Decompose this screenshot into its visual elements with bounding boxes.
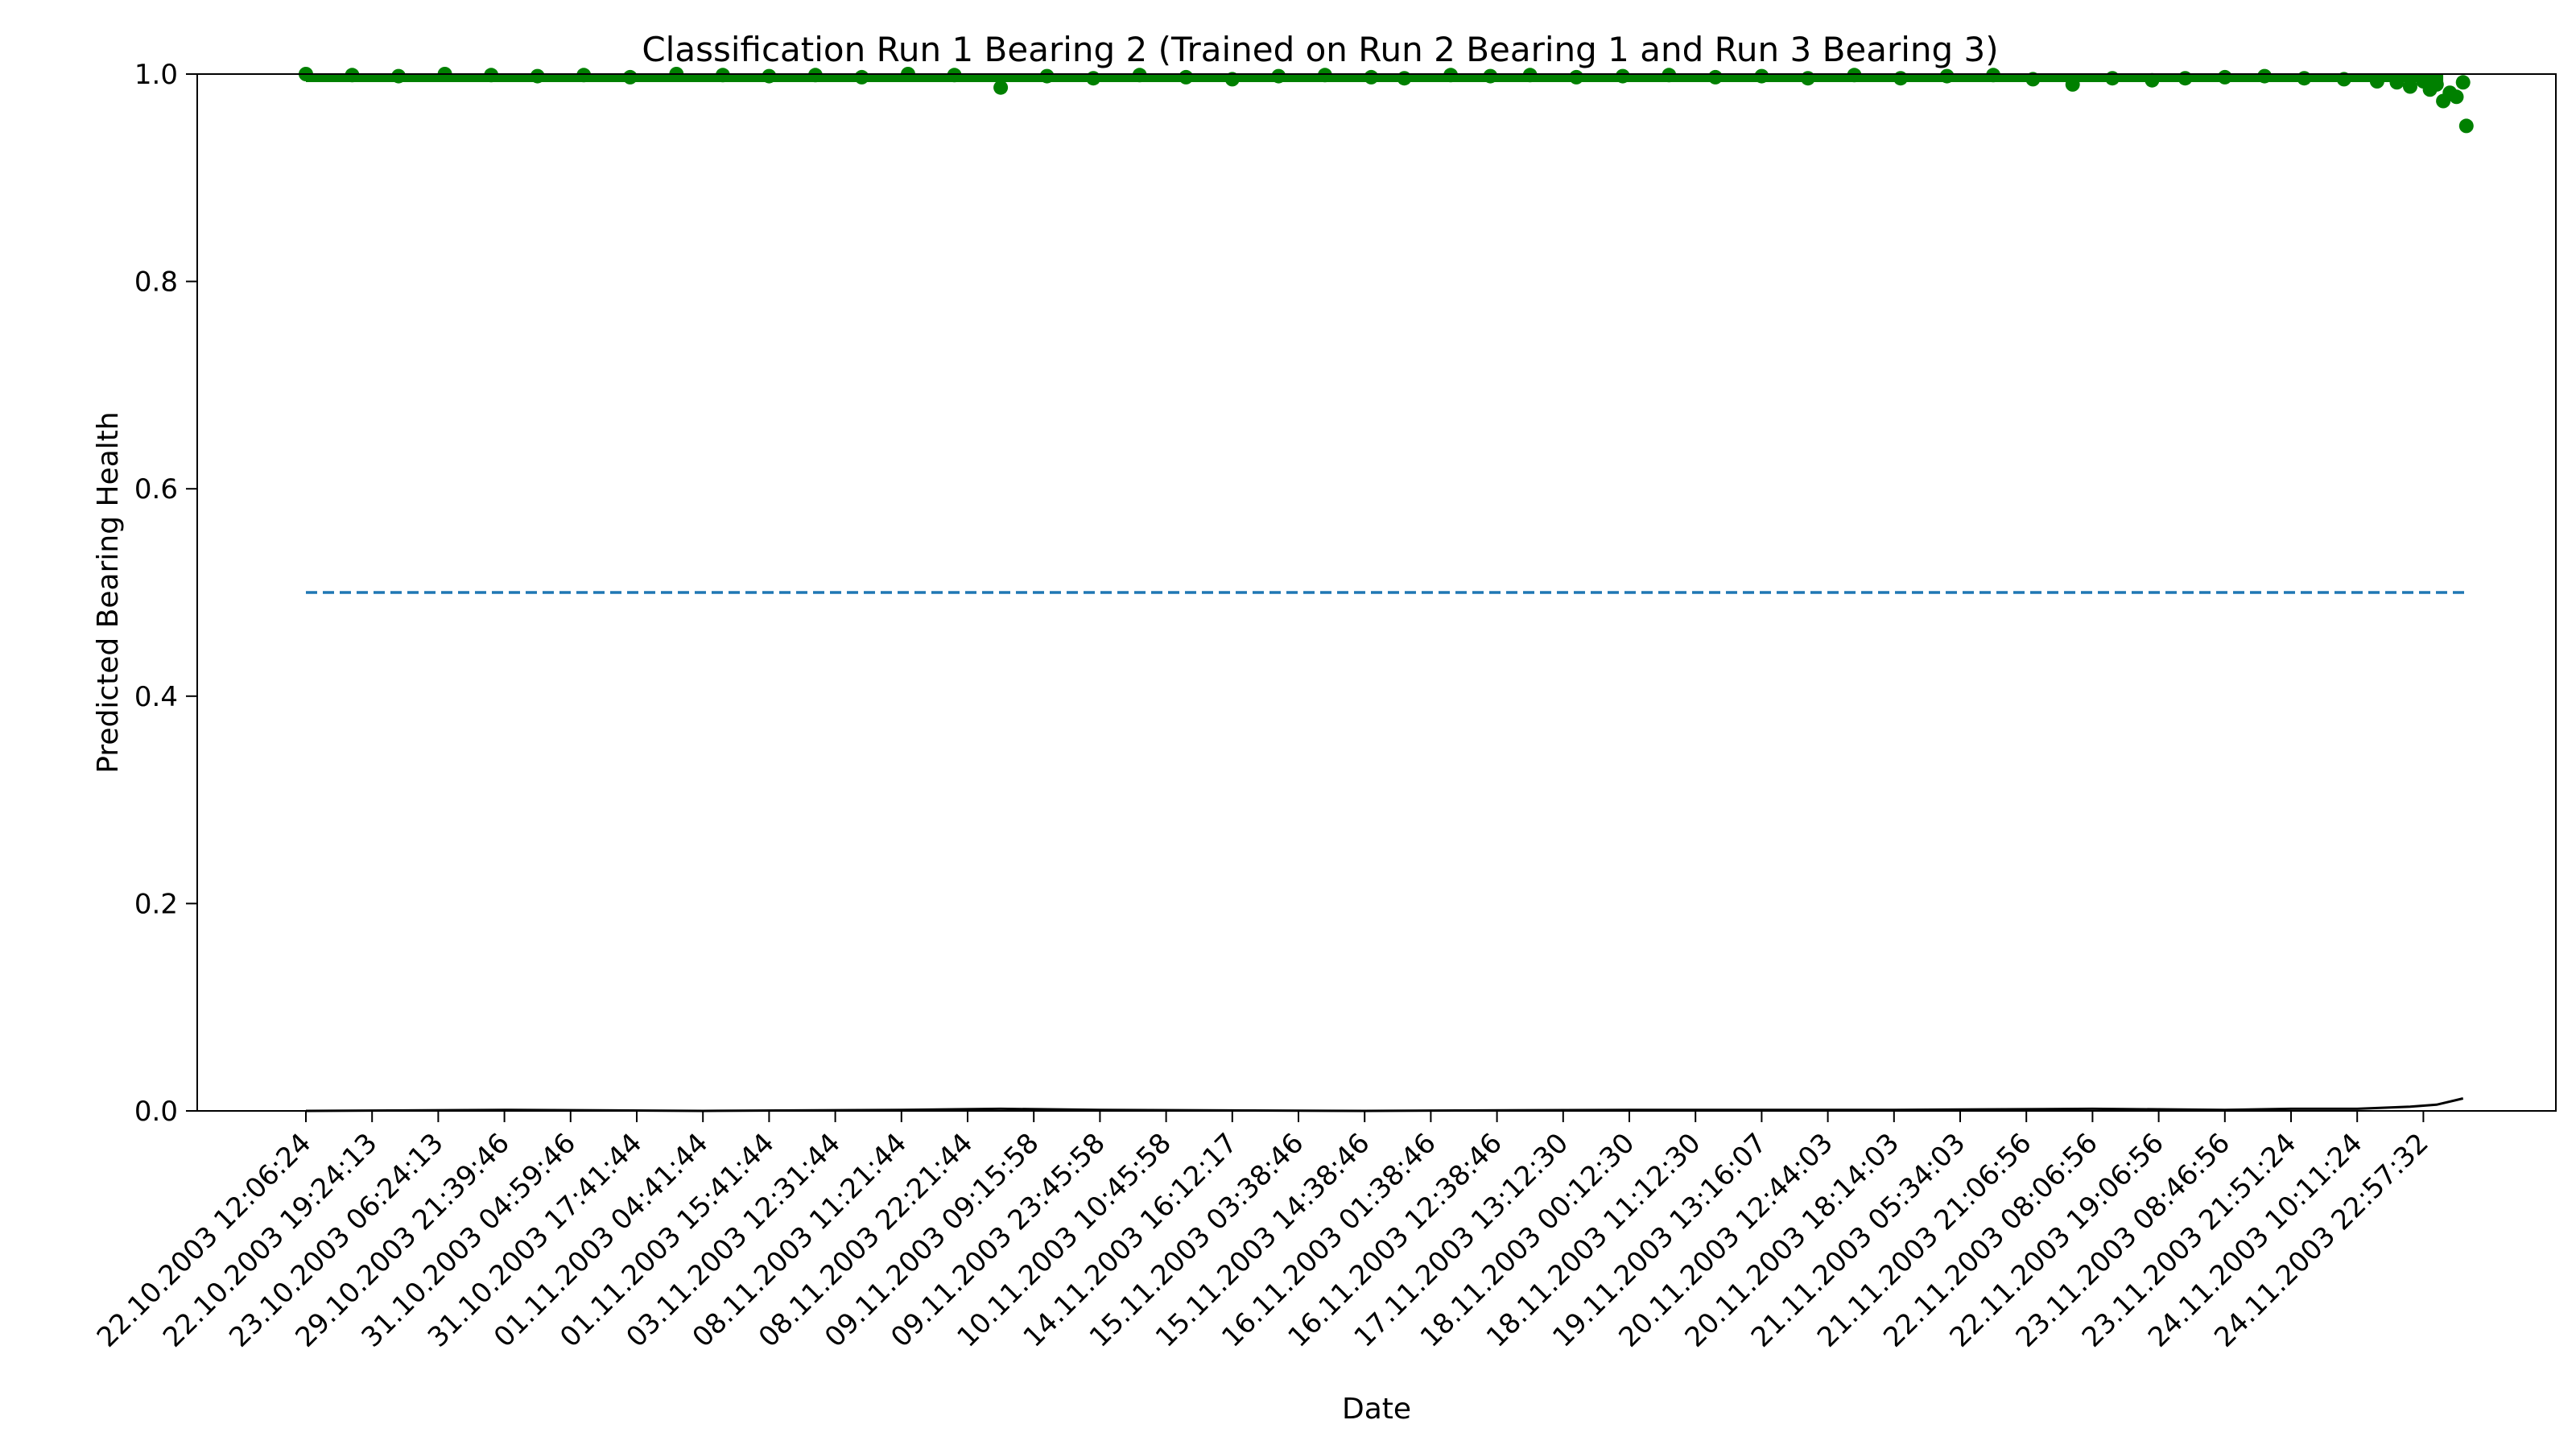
healthy-point [391,68,407,84]
y-axis: 0.0 0.2 0.4 0.6 0.8 1.0 [134,59,197,1128]
healthy-point [1615,68,1630,84]
healthy-point [2336,72,2351,87]
healthy-point [1132,68,1147,83]
healthy-point [1039,68,1055,84]
healthy-point [1707,69,1723,85]
healthy-point [2257,68,2273,84]
healthy-point [530,68,545,84]
healthy-series [299,67,2474,134]
healthy-point [715,68,730,83]
healthy-point [2178,71,2193,86]
y-axis-label: Predicted Bearing Health [92,411,125,773]
healthy-point [2429,76,2444,92]
healthy-point [993,80,1009,95]
y-tick-label: 0.6 [134,473,178,506]
healthy-point [1483,68,1498,84]
healthy-point [1086,71,1101,86]
healthy-point [2369,74,2384,89]
healthy-point [854,69,869,85]
y-tick-label: 0.8 [134,266,178,299]
healthy-point [1939,68,1955,84]
plot-frame [196,73,2557,1112]
healthy-point [2403,79,2417,94]
healthy-point [1317,68,1332,83]
healthy-point [1847,68,1862,83]
x-axis-label: Date [1342,1393,1411,1426]
y-tick-label: 0.4 [134,681,178,713]
healthy-point [1397,71,1412,86]
healthy-point [1754,68,1769,84]
chart-title: Classification Run 1 Bearing 2 (Trained … [642,30,1998,69]
healthy-point [622,69,638,85]
healthy-point [1271,68,1286,84]
healthy-point [1800,71,1815,86]
healthy-point [484,68,499,83]
healthy-point [2389,75,2405,90]
healthy-point [2145,72,2160,88]
healthy-point [1522,68,1538,83]
healthy-point [2449,89,2464,105]
healthy-point [1569,69,1584,85]
healthy-point [345,68,360,83]
healthy-point [1443,68,1459,83]
y-tick-label: 0.2 [134,888,178,920]
healthy-point [2458,118,2474,134]
healthy-point [2455,75,2471,90]
healthy-point [807,68,823,83]
healthy-point [2025,72,2041,87]
healthy-point [1364,69,1379,85]
y-tick-label: 0.0 [134,1096,178,1128]
healthy-point [762,68,777,84]
healthy-point [1179,69,1194,85]
healthy-point [2105,71,2120,86]
healthy-point [1893,71,1908,86]
healthy-point [2297,71,2312,86]
healthy-point [1662,68,1677,83]
y-tick-label: 1.0 [134,59,178,91]
healthy-point [2217,69,2232,85]
healthy-point [576,68,592,83]
healthy-point [1224,72,1240,87]
healthy-point [1986,68,2001,83]
healthy-point [947,68,962,83]
healthy-point [2065,76,2080,92]
